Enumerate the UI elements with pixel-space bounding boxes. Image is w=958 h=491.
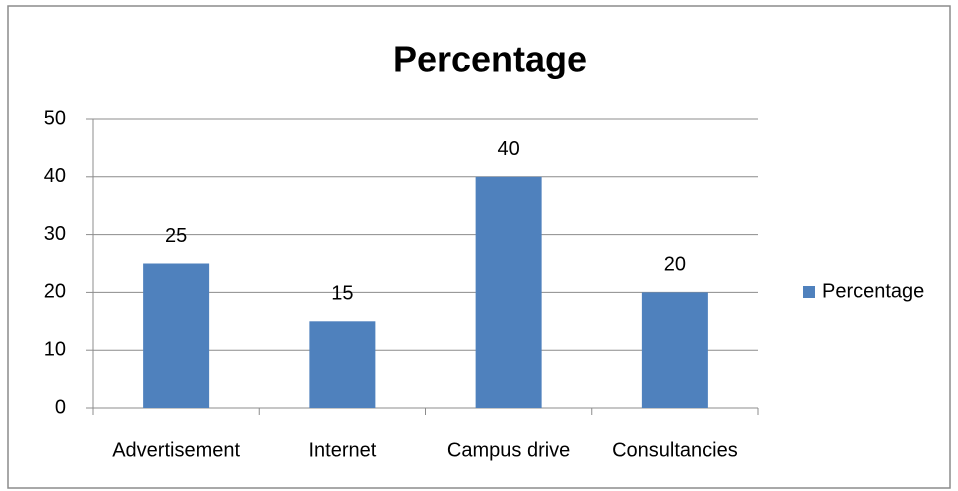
y-tick-label: 20 bbox=[44, 281, 66, 303]
y-tick-label: 30 bbox=[44, 223, 66, 245]
data-label: 40 bbox=[498, 138, 520, 160]
y-tick-label: 10 bbox=[44, 338, 66, 360]
x-tick-label: Advertisement bbox=[112, 439, 240, 461]
y-tick-label: 50 bbox=[44, 107, 66, 129]
data-label: 25 bbox=[165, 225, 187, 247]
y-tick-label: 0 bbox=[55, 396, 66, 418]
data-label: 20 bbox=[664, 254, 686, 276]
x-tick-label: Consultancies bbox=[612, 439, 738, 461]
legend-label: Percentage bbox=[822, 280, 924, 302]
chart-title: Percentage bbox=[393, 39, 587, 80]
bar bbox=[309, 321, 376, 408]
legend-swatch bbox=[803, 286, 815, 298]
bar bbox=[143, 263, 210, 408]
bar bbox=[475, 176, 542, 408]
y-tick-label: 40 bbox=[44, 165, 66, 187]
x-tick-label: Campus drive bbox=[447, 439, 570, 461]
x-tick-label: Internet bbox=[308, 439, 376, 461]
data-label: 15 bbox=[331, 283, 353, 305]
bar bbox=[641, 292, 708, 408]
